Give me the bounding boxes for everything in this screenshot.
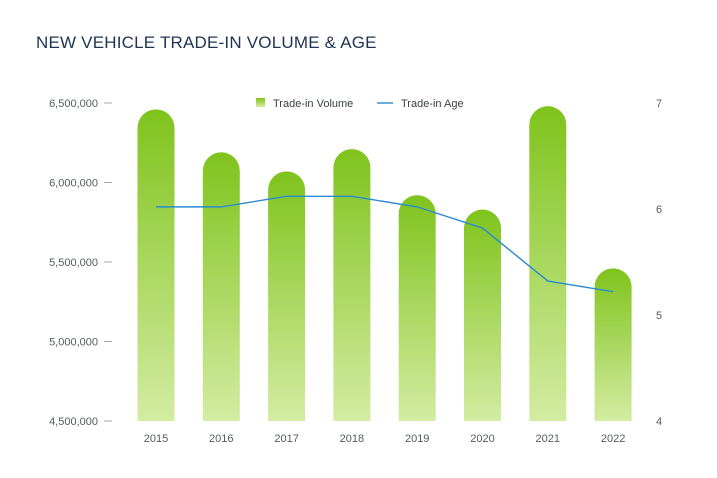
x-tick-label: 2021 <box>536 433 560 445</box>
right-axis: 4 5 6 7 <box>656 98 662 428</box>
right-tick-label: 5 <box>656 310 662 322</box>
bar <box>268 171 306 421</box>
left-tick-label: 5,500,000 <box>49 257 98 269</box>
x-tick-label: 2022 <box>601 433 625 445</box>
legend-swatch-volume <box>256 98 265 107</box>
left-tick-label: 6,500,000 <box>49 98 98 110</box>
left-tick-label: 5,000,000 <box>49 337 98 349</box>
right-tick-label: 7 <box>656 98 662 110</box>
x-tick-label: 2017 <box>274 433 298 445</box>
left-axis: 4,500,000 5,000,000 5,500,000 6,000,000 6,50… <box>49 98 112 428</box>
x-tick-label: 2016 <box>209 433 233 445</box>
x-axis: 2015 2016 2017 2018 2019 2020 2021 2022 <box>144 433 626 445</box>
chart-title: NEW VEHICLE TRADE-IN VOLUME & AGE <box>36 33 377 52</box>
age-line <box>156 195 614 293</box>
legend: Trade-in Volume Trade-in Age <box>256 98 464 110</box>
x-tick-label: 2015 <box>144 433 168 445</box>
left-tick-label: 6,000,000 <box>49 178 98 190</box>
right-tick-label: 6 <box>656 204 662 216</box>
bar <box>202 152 240 422</box>
bar <box>529 106 567 422</box>
x-tick-label: 2020 <box>470 433 494 445</box>
legend-label-volume: Trade-in Volume <box>273 98 353 110</box>
bar <box>594 268 632 421</box>
legend-label-age: Trade-in Age <box>401 98 464 110</box>
bar-series <box>137 106 632 422</box>
left-tick-label: 4,500,000 <box>49 416 98 428</box>
x-tick-label: 2019 <box>405 433 429 445</box>
line-series <box>155 195 614 293</box>
bar <box>398 195 436 421</box>
right-tick-label: 4 <box>656 416 662 428</box>
bar <box>464 209 501 421</box>
x-tick-label: 2018 <box>340 433 364 445</box>
bar <box>137 109 175 421</box>
bar <box>333 149 371 422</box>
